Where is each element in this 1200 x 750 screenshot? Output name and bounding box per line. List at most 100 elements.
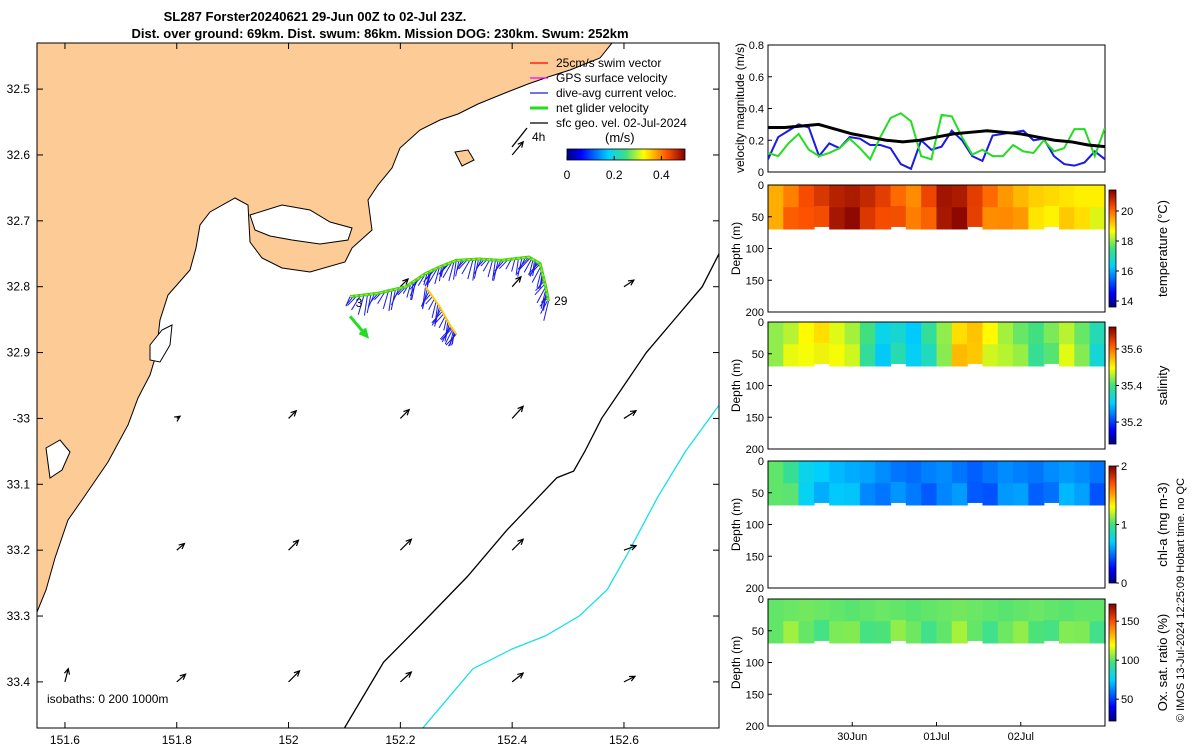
- section-cell-deep: [1043, 205, 1060, 227]
- geo-vector-head: [403, 408, 411, 416]
- section-panel-chlorophyll-section: 0 50 100 150 200 Depth (m) 0 1 2 chl-a (mg m-3): [729, 456, 1170, 595]
- section-cell-deep: [768, 621, 784, 644]
- section-cell-deep: [844, 483, 861, 506]
- section-cell-deep: [1059, 483, 1075, 506]
- net-velocity-arrow-shaft: [348, 315, 368, 338]
- section-cell-deep: [936, 344, 953, 367]
- dive-avg-vector: [531, 266, 542, 283]
- island: [454, 149, 475, 167]
- map-ytick-label: 32.7: [7, 214, 31, 228]
- section-cell-deep: [829, 621, 846, 644]
- map-ytick-label: 32.8: [7, 280, 31, 294]
- section-cell-deep: [859, 344, 876, 367]
- map-frame: [36, 42, 720, 729]
- map-ytick-label: 32.9: [7, 346, 31, 360]
- section-ytick-label: 50: [752, 212, 764, 224]
- geo-vector-shaft: [176, 543, 185, 551]
- section-ytick-label: 100: [746, 244, 764, 256]
- title-line-1: SL287 Forster20240621 29-Jun 00Z to 02-J…: [164, 9, 467, 24]
- dive-avg-vector: [515, 258, 519, 276]
- section-cell-deep: [1059, 621, 1075, 644]
- section-cell-deep: [982, 344, 999, 367]
- geo-vector-shaft: [64, 668, 69, 683]
- geo-vector-head: [405, 538, 413, 546]
- section-cell-deep: [1043, 619, 1060, 641]
- section-cell-deep: [951, 344, 968, 367]
- section-ytick-label: 100: [746, 520, 764, 532]
- geo-vector-head: [179, 673, 187, 680]
- dive-avg-vector: [421, 293, 432, 304]
- dive-avg-vector: [366, 294, 372, 314]
- dive-avg-vector: [448, 332, 457, 347]
- section-cell-deep: [951, 621, 968, 644]
- section-cell-deep: [967, 619, 984, 641]
- map-ytick-label: 33.1: [7, 477, 31, 491]
- section-cell-deep: [813, 342, 830, 364]
- net-velocity-arrow: [348, 315, 370, 339]
- dive-avg-vector: [357, 294, 365, 315]
- geo-vector-head: [402, 278, 410, 285]
- speed-cbar-tick-label: 0: [564, 168, 571, 182]
- section-cell-deep: [921, 621, 938, 644]
- section-cell-deep: [1028, 621, 1045, 644]
- section-ytick-label: 150: [746, 689, 764, 701]
- dive-avg-vector: [461, 259, 471, 275]
- section-xtick-label: 30Jun: [837, 731, 867, 743]
- geo-vector: [399, 408, 411, 419]
- section-cell-deep: [982, 621, 999, 644]
- section-cell-deep: [997, 621, 1014, 644]
- legend-item-gps: GPS surface velocity: [530, 71, 667, 85]
- section-cell-deep: [768, 483, 784, 506]
- section-cell-deep: [905, 207, 922, 230]
- colorbar-tick-label: 1: [1121, 520, 1127, 532]
- geo-vector-shaft: [623, 675, 636, 683]
- dive-avg-vector: [439, 326, 452, 340]
- legend-item-swim: 25cm/s swim vector: [530, 56, 661, 70]
- dive-avg-vector: [467, 259, 474, 280]
- track-branch: [424, 286, 458, 335]
- isobath-200m: [343, 253, 719, 728]
- section-cell-deep: [1013, 207, 1030, 230]
- section-ytick-label: 0: [758, 180, 764, 192]
- dive-avg-vector: [455, 260, 460, 277]
- section-cell-deep: [798, 344, 815, 367]
- geo-vector-shaft: [399, 409, 410, 419]
- section-ytick-label: 200: [746, 444, 764, 456]
- section-cell-deep: [921, 344, 938, 367]
- dive-avg-vector: [511, 258, 516, 272]
- legend-geo-label: sfc geo. vel. 02-Jul-2024: [556, 116, 687, 130]
- coastal-lagoon: [45, 439, 71, 479]
- legend-item-net: net glider velocity: [530, 101, 649, 115]
- section-xtick-label: 02Jul: [1008, 731, 1034, 743]
- dive-avg-vector: [543, 301, 549, 321]
- section-ytick-label: 200: [746, 583, 764, 595]
- vel-ytick-label: 0.6: [749, 72, 764, 84]
- geo-vector-shaft: [511, 672, 524, 683]
- section-cell-deep: [1013, 621, 1030, 644]
- vel-ytick-label: 0: [758, 167, 764, 179]
- section-ylabel: Depth (m): [729, 636, 743, 689]
- map-ytick-label: 32.6: [7, 148, 31, 162]
- map-xtick-label: 152.6: [609, 733, 639, 747]
- section-cell-deep: [1089, 344, 1106, 367]
- section-cell-deep: [798, 207, 815, 230]
- dive-avg-vector: [390, 289, 396, 311]
- section-ylabel: Depth (m): [729, 498, 743, 551]
- geo-vector-shaft: [399, 538, 412, 551]
- geo-vector-shaft: [623, 545, 637, 551]
- velocity-series-black: [768, 122, 1105, 149]
- section-cell-deep: [890, 481, 907, 503]
- map-ytick-label: 33.3: [7, 609, 31, 623]
- section-cell-deep: [783, 207, 800, 230]
- geo-vector-shaft: [623, 410, 637, 419]
- geo-vector: [288, 409, 298, 419]
- map-xtick-label: 152: [279, 733, 299, 747]
- section-cell-deep: [1028, 483, 1045, 506]
- section-colorbar-label: Ox. sat. ratio (%): [1155, 614, 1170, 712]
- section-cell-deep: [1074, 621, 1091, 644]
- section-cell-deep: [951, 483, 968, 506]
- colorbar-tick-label: 150: [1121, 616, 1139, 628]
- section-cell-deep: [829, 207, 846, 230]
- geo-vector: [176, 673, 187, 683]
